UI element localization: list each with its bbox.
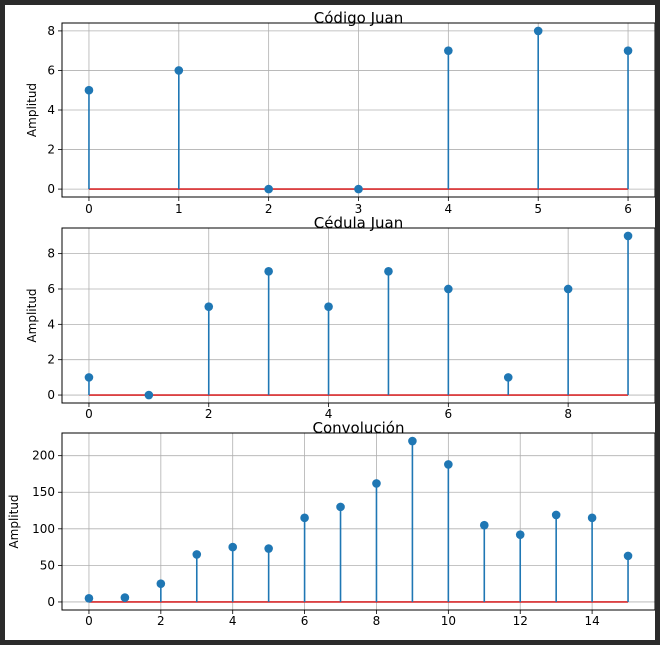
- x-tick-label: 2: [265, 202, 273, 216]
- y-tick-label: 2: [47, 143, 55, 157]
- axes-2: 0 2 4 6 8 10 12 14 0 50 100 150 200 Convolución Amplit…: [7, 419, 655, 628]
- stem-marker: [563, 284, 573, 294]
- x-tick-label: 2: [157, 614, 165, 628]
- axes-frame: [61, 227, 655, 404]
- x-tick-label: 8: [564, 407, 572, 421]
- chart-title: Código Juan: [314, 9, 403, 27]
- y-tick-label: 0: [47, 182, 55, 196]
- stem-marker: [336, 502, 345, 512]
- stem-marker: [264, 184, 273, 194]
- stem-marker: [587, 513, 597, 523]
- stem-marker: [444, 46, 453, 55]
- y-tick-label: 8: [47, 247, 55, 261]
- x-tick-label: 4: [229, 614, 237, 628]
- stem-marker: [264, 544, 273, 553]
- stem-marker: [444, 284, 453, 294]
- x-tick-label: 12: [513, 614, 528, 628]
- y-axis-label: Amplitud: [25, 288, 39, 342]
- y-axis-label: Amplitud: [25, 83, 39, 137]
- y-tick-label: 4: [47, 103, 55, 117]
- stem-marker: [479, 520, 489, 530]
- stem-marker: [192, 550, 202, 559]
- chart-title: Convolución: [313, 419, 405, 437]
- stem-marker: [408, 436, 417, 446]
- y-tick-label: 6: [47, 63, 55, 77]
- axes-0: 0 1 2 3 4 5 6 0 2 4 6 8 Código Juan Amplitud: [25, 9, 655, 216]
- stem-marker: [533, 26, 543, 36]
- y-axis-label: Amplitud: [7, 494, 21, 548]
- x-tick-label: 6: [301, 614, 309, 628]
- stem-marker: [623, 551, 633, 561]
- stem-marker: [156, 579, 166, 588]
- stem-marker: [623, 46, 633, 55]
- y-tick-label: 100: [32, 522, 55, 536]
- x-tick-label: 1: [175, 202, 183, 216]
- x-tick-label: 10: [441, 614, 456, 628]
- stem-marker: [354, 184, 363, 194]
- stem-marker: [551, 510, 561, 520]
- x-tick-label: 14: [584, 614, 599, 628]
- x-tick-label: 5: [534, 202, 542, 216]
- y-tick-label: 8: [47, 24, 55, 38]
- y-tick-label: 2: [47, 353, 55, 367]
- y-tick-label: 0: [47, 595, 55, 609]
- x-tick-label: 2: [205, 407, 213, 421]
- stem-marker: [174, 66, 184, 75]
- axes-frame: [61, 432, 655, 611]
- stem-marker: [144, 390, 154, 400]
- y-tick-label: 6: [47, 282, 55, 296]
- stem-marker: [228, 542, 238, 552]
- axes-1: 0 2 4 6 8 0 2 4 6 8 Cédula Juan Amplitud: [25, 214, 655, 421]
- x-tick-label: 4: [325, 407, 333, 421]
- stem-marker: [84, 593, 94, 603]
- x-tick-label: 0: [85, 202, 93, 216]
- stem-marker: [300, 513, 309, 523]
- stem-marker: [503, 373, 513, 382]
- stem-marker: [515, 530, 525, 539]
- x-tick-label: 6: [445, 407, 453, 421]
- x-tick-label: 0: [85, 407, 93, 421]
- chart-title: Cédula Juan: [314, 214, 404, 232]
- figure: 0 1 2 3 4 5 6 0 2 4 6 8 Código Juan Amplitud 0 2 4 6 8 0 2 4 6…: [5, 5, 655, 640]
- stem-marker: [623, 231, 633, 241]
- stem-marker: [264, 267, 273, 276]
- y-tick-label: 200: [32, 449, 55, 463]
- stem-marker: [204, 302, 214, 311]
- stem-marker: [444, 460, 453, 469]
- x-tick-label: 8: [373, 614, 381, 628]
- x-tick-label: 3: [355, 202, 363, 216]
- y-tick-label: 50: [40, 558, 55, 572]
- y-tick-label: 150: [32, 485, 55, 499]
- y-tick-label: 0: [47, 388, 55, 402]
- stem-marker: [84, 85, 94, 95]
- y-tick-label: 4: [47, 317, 55, 331]
- x-tick-label: 6: [624, 202, 632, 216]
- stem-marker: [120, 593, 130, 602]
- stem-marker: [84, 373, 94, 382]
- stem-marker: [384, 267, 393, 276]
- stem-marker: [372, 479, 381, 488]
- stem-marker: [324, 302, 333, 311]
- x-tick-label: 4: [445, 202, 453, 216]
- x-tick-label: 0: [85, 614, 93, 628]
